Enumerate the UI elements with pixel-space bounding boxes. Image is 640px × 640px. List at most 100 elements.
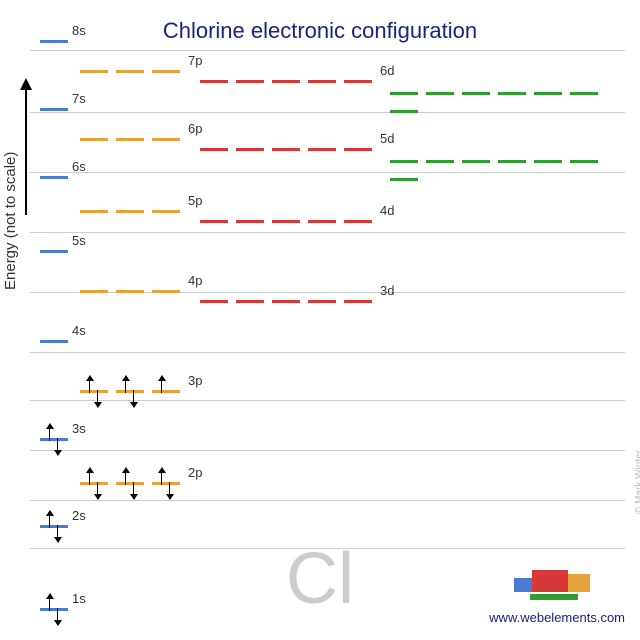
webelements-logo [514,570,590,600]
electron-up [125,379,127,393]
gridline [30,232,625,233]
orbital-dash [236,148,264,151]
orbital-4s: 4s [40,330,76,348]
orbital-dash [80,210,108,213]
orbital-label: 4s [72,323,86,338]
orbital-dash [308,300,336,303]
orbital-dash [152,70,180,73]
electron-up [161,471,163,485]
gridline [30,500,625,501]
orbital-dash [116,70,144,73]
electron-up [49,514,51,528]
orbital-dash [272,80,300,83]
orbital-dash [426,92,454,95]
orbital-dash [200,148,228,151]
orbital-label: 3d [380,283,394,298]
orbital-dash [272,300,300,303]
energy-arrow-head [20,78,32,90]
orbital-dash [116,390,144,393]
energy-arrow-line [25,85,27,215]
orbital-dash [570,160,598,163]
orbital-dash [80,390,108,393]
orbital-dash [344,148,372,151]
copyright-watermark: © Mark Winter [634,450,640,514]
orbital-dash [498,160,526,163]
orbital-dash [116,138,144,141]
orbital-label: 7s [72,91,86,106]
orbital-5f: 5f [390,82,640,118]
orbital-dash [152,290,180,293]
orbital-label: 7p [188,53,202,68]
orbital-6p: 6p [80,128,188,146]
orbital-dash [40,40,68,43]
orbital-dash [344,300,372,303]
orbital-dash [462,160,490,163]
gridline [30,352,625,353]
orbital-dash [344,220,372,223]
orbital-label: 3s [72,421,86,436]
orbital-label: 5d [380,131,394,146]
orbital-dash [272,148,300,151]
electron-down [97,390,99,404]
orbital-dash [272,220,300,223]
orbital-dash [40,525,68,528]
orbital-5s: 5s [40,240,76,258]
orbital-3p: 3p [80,380,188,398]
orbital-dash [80,70,108,73]
orbital-dash [570,92,598,95]
gridline [30,450,625,451]
orbital-dash [152,210,180,213]
orbital-4p: 4p [80,280,188,298]
electron-up [89,471,91,485]
diagram-container: Chlorine electronic configuration Energy… [0,0,640,640]
gridline [30,50,625,51]
electron-down [169,482,171,496]
orbital-dash [534,160,562,163]
logo-d-block [532,570,568,592]
orbital-dash [236,220,264,223]
orbital-label: 6d [380,63,394,78]
orbital-dash [80,290,108,293]
gridline [30,400,625,401]
orbital-dash [40,176,68,179]
orbital-4d: 4d [200,210,380,228]
orbital-dash [40,438,68,441]
orbital-dash [308,148,336,151]
orbital-dash [462,92,490,95]
orbital-label: 4p [188,273,202,288]
electron-down [133,482,135,496]
orbital-dash [390,110,418,113]
orbital-label: 6p [188,121,202,136]
orbital-dash [80,482,108,485]
orbital-dash [390,178,418,181]
orbital-dash [390,160,418,163]
source-url: www.webelements.com [489,610,625,625]
electron-down [97,482,99,496]
orbital-dash [498,92,526,95]
logo-s-block [514,578,532,592]
orbital-label: 2p [188,465,202,480]
orbital-label: 5s [72,233,86,248]
electron-up [161,379,163,393]
orbital-5d: 5d [200,138,380,156]
electron-up [49,427,51,441]
orbital-dash [200,220,228,223]
orbital-7s: 7s [40,98,76,116]
orbital-dash [152,482,180,485]
orbital-dash [200,300,228,303]
orbital-dash [200,80,228,83]
orbital-5p: 5p [80,200,188,218]
orbital-3s: 3s [40,428,76,446]
orbital-dash [534,92,562,95]
orbital-dash [40,108,68,111]
orbital-6d: 6d [200,70,380,88]
orbital-label: 8s [72,23,86,38]
orbital-dash [308,80,336,83]
orbital-dash [152,138,180,141]
orbital-dash [152,390,180,393]
orbital-dash [40,340,68,343]
orbital-8s: 8s [40,30,76,48]
orbital-label: 3p [188,373,202,388]
orbital-6s: 6s [40,166,76,184]
orbital-dash [40,250,68,253]
